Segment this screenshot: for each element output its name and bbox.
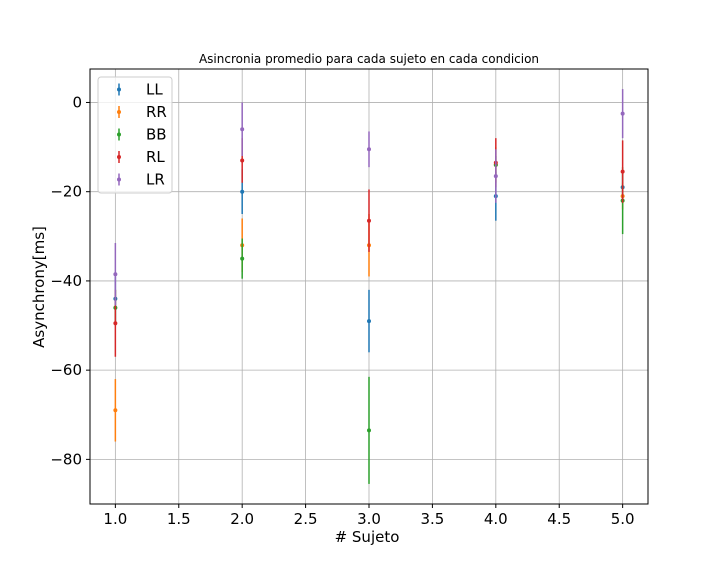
plot-frame: [89, 68, 649, 505]
data-point: [620, 111, 625, 116]
series-lr: [113, 89, 625, 306]
legend: LL RR BB RL LR: [97, 76, 173, 194]
legend-marker: [117, 177, 121, 182]
x-tick-label: 4.5: [547, 510, 571, 528]
y-axis-label: Asynchrony[ms]: [30, 226, 48, 348]
legend-label: BB: [146, 126, 167, 144]
chart-title: Asincronia promedio para cada sujeto en …: [199, 52, 539, 66]
data-point: [240, 127, 245, 132]
data-point: [367, 428, 371, 433]
legend-label: LR: [146, 171, 165, 189]
data-point: [113, 408, 118, 413]
x-axis-label: # Sujeto: [335, 528, 400, 546]
x-tick-label: 1.0: [103, 510, 127, 528]
data-point: [367, 319, 371, 324]
y-tick-label: −20: [50, 183, 82, 201]
data-point: [240, 158, 245, 163]
x-tick-label: 4.0: [484, 510, 508, 528]
x-tick-label: 1.5: [167, 510, 191, 528]
data-point: [113, 321, 118, 326]
x-axis-ticks: 1.0 1.5 2.0 2.5 3.0 3.5 4.0 4.5 5.0: [103, 504, 635, 528]
data-point: [493, 174, 498, 179]
y-tick-label: −80: [50, 450, 82, 468]
legend-marker: [117, 155, 121, 159]
y-axis-ticks: 0 −20 −40 −60 −80: [50, 93, 90, 468]
legend-label: RR: [146, 103, 167, 121]
legend-label: RL: [146, 148, 165, 166]
x-tick-label: 5.0: [611, 510, 635, 528]
data-point: [113, 272, 118, 277]
legend-label: LL: [146, 81, 163, 99]
data-point: [240, 189, 245, 194]
data-point: [620, 169, 625, 174]
data-point: [367, 218, 371, 223]
data-point: [367, 147, 371, 152]
legend-marker: [117, 132, 121, 137]
data-series: [113, 89, 625, 484]
y-tick-label: −60: [50, 361, 82, 379]
x-tick-label: 2.5: [294, 510, 318, 528]
x-tick-label: 3.0: [357, 510, 381, 528]
legend-marker: [117, 87, 121, 92]
y-tick-label: 0: [72, 93, 82, 111]
y-tick-label: −40: [50, 272, 82, 290]
x-tick-label: 3.5: [420, 510, 444, 528]
legend-marker: [117, 110, 121, 114]
legend-box: [97, 76, 173, 194]
data-point: [240, 256, 245, 261]
x-tick-label: 2.0: [230, 510, 254, 528]
